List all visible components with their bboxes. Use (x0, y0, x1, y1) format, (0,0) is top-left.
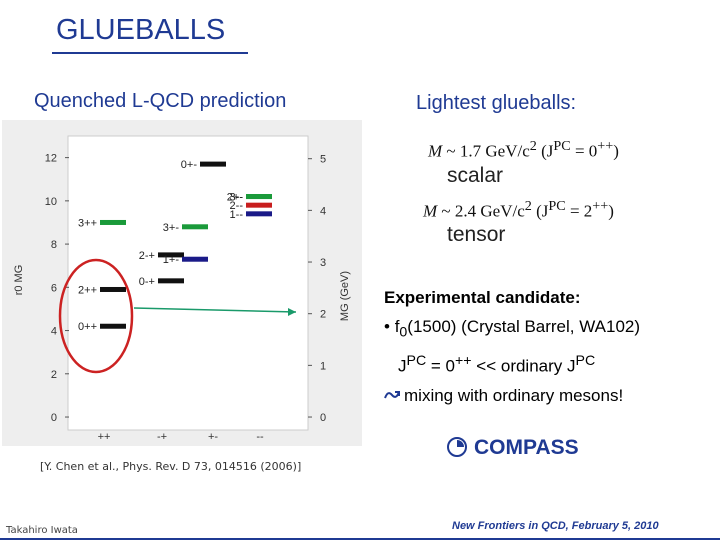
compass-label: COMPASS (474, 436, 579, 459)
compass-note: COMPASS (446, 436, 579, 460)
level-2--: 2-- (230, 200, 272, 212)
level-bar (182, 224, 208, 230)
title-underline (52, 52, 248, 54)
left-axis-ticks: 0 2 4 6 8 10 12 (45, 153, 69, 424)
mixing-line: mixing with ordinary mesons! (384, 381, 640, 410)
left-tick-label: 0 (51, 412, 57, 424)
left-heading: Quenched L-QCD prediction (34, 90, 287, 112)
jpc-line: JPC = 0++ << ordinary JPC (398, 353, 596, 377)
scalar-formula: M ~ 1.7 GeV/c2 (JPC = 0++) (428, 138, 619, 161)
level-label: 0+- (181, 159, 198, 171)
pointer-arrowhead-icon (288, 308, 296, 316)
left-tick-label: 10 (45, 196, 57, 208)
footer-event: New Frontiers in QCD, February 5, 2010 (452, 520, 659, 532)
experimental-heading: Experimental candidate: (384, 288, 581, 307)
level-label: 2+- (227, 192, 244, 204)
experimental-block: Experimental candidate: • f0(1500) (Crys… (384, 283, 640, 410)
footer-rule (0, 538, 720, 540)
right-heading: Lightest glueballs: (416, 92, 577, 114)
level-1--: 1-- (230, 209, 272, 221)
level-label: 3-- (230, 192, 244, 204)
left-tick-label: 4 (51, 326, 57, 338)
level-label: 2-- (230, 200, 244, 212)
level-label: 2++ (78, 284, 97, 296)
right-tick-label: 2 (320, 309, 326, 321)
slide-title: GLUEBALLS (56, 14, 226, 46)
level-0++: 0++ (78, 321, 126, 333)
level-3--: 3-- (230, 192, 272, 204)
author-name: Takahiro Iwata (6, 525, 78, 536)
level-bar (246, 202, 272, 208)
level-1+-: 1+- (163, 254, 208, 266)
level-label: 0-+ (139, 276, 155, 288)
level-bar (158, 252, 184, 258)
level-bar (246, 211, 272, 217)
level-bar (246, 194, 272, 200)
x-axis-categories: ++ -+ +- -- (98, 431, 264, 443)
x-category-label: +- (208, 431, 218, 443)
candidate-line: • f0(1500) (Crystal Barrel, WA102) (384, 317, 641, 341)
level-2-+: 2-+ (139, 250, 184, 262)
level-bar (100, 219, 126, 225)
left-tick-label: 12 (45, 153, 57, 165)
left-axis-label: r0 MG (13, 265, 25, 296)
level-bar (100, 286, 126, 292)
highlight-circle (58, 258, 134, 374)
level-3++: 3++ (78, 217, 126, 229)
right-axis-ticks: 0 1 2 3 4 5 (308, 154, 326, 424)
tensor-formula: M ~ 2.4 GeV/c2 (JPC = 2++) (423, 198, 614, 221)
level-3+-: 3+- (163, 222, 208, 234)
right-axis-label: MG (GeV) (339, 271, 351, 321)
level-label: 0++ (78, 321, 97, 333)
level-label: 1+- (163, 254, 180, 266)
left-tick-label: 2 (51, 369, 57, 381)
left-tick-label: 8 (51, 239, 57, 251)
level-0+-: 0+- (181, 159, 226, 171)
right-tick-label: 0 (320, 412, 326, 424)
left-tick-label: 6 (51, 282, 57, 294)
level-label: 1-- (230, 209, 244, 221)
pointer-arrow-line (133, 307, 297, 313)
x-category-label: ++ (98, 431, 111, 443)
level-2++: 2++ (78, 284, 126, 296)
scalar-label: scalar (447, 164, 504, 187)
level-0-+: 0-+ (139, 276, 184, 288)
right-tick-label: 3 (320, 257, 326, 269)
level-label: 3+- (163, 222, 180, 234)
right-tick-label: 5 (320, 154, 326, 166)
glueball-levels: 0++ 2++ 0-+ 2-+ 0+- 3++ 2+- 3+- 3--2-- 1+- 1-- (78, 159, 272, 333)
plot-area (67, 135, 309, 431)
level-bar (182, 256, 208, 262)
implies-arrow-icon (384, 381, 404, 410)
level-bar (158, 278, 184, 284)
compass-dial-icon (446, 436, 470, 460)
reference-citation: [Y. Chen et al., Phys. Rev. D 73, 014516… (40, 460, 302, 473)
level-bar (100, 323, 126, 329)
right-tick-label: 4 (320, 205, 326, 217)
tensor-label: tensor (447, 223, 506, 246)
x-category-label: -- (256, 431, 264, 443)
x-category-label: -+ (157, 431, 167, 443)
level-label: 2-+ (139, 250, 155, 262)
level-label: 3++ (78, 217, 97, 229)
right-tick-label: 1 (320, 360, 326, 372)
level-bar (200, 161, 226, 167)
